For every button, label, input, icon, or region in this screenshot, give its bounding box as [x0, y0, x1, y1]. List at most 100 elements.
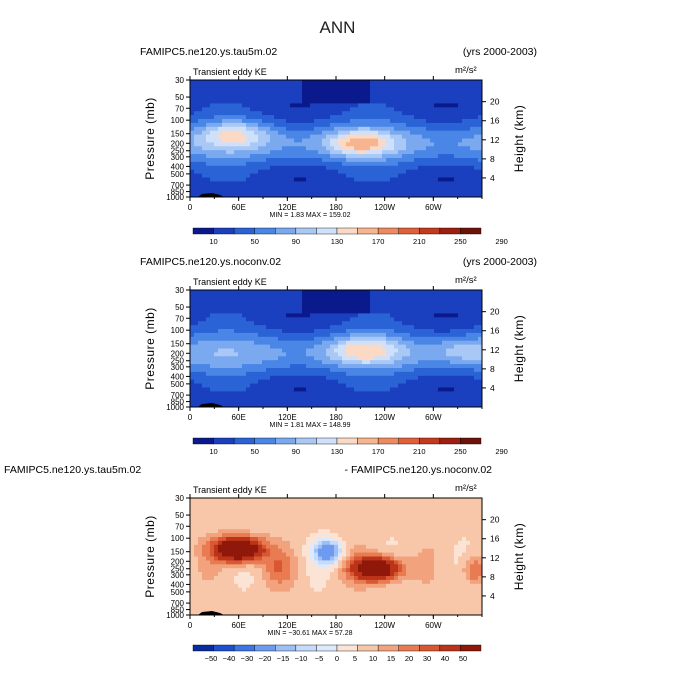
heatmap-cell — [234, 313, 239, 318]
heatmap-cell — [298, 107, 303, 112]
heatmap-cell — [266, 498, 271, 503]
heatmap-cell — [322, 91, 327, 96]
heatmap-cell — [226, 146, 231, 151]
heatmap-cell — [386, 332, 391, 338]
heatmap-cell — [226, 329, 231, 334]
heatmap-cell — [390, 336, 395, 342]
heatmap-cell — [442, 134, 447, 139]
heatmap-cell — [310, 517, 315, 522]
heatmap-cell — [406, 115, 411, 120]
heatmap-cell — [214, 332, 219, 338]
heatmap-cell — [254, 379, 259, 384]
heatmap-cell — [418, 505, 423, 511]
heatmap-cell — [406, 317, 411, 322]
heatmap-cell — [338, 309, 343, 314]
heatmap-cell — [474, 403, 479, 408]
heatmap-cell — [422, 340, 427, 345]
heatmap-cell — [426, 150, 431, 155]
heatmap-cell — [250, 371, 255, 377]
heatmap-cell — [374, 134, 379, 139]
heatmap-cell — [346, 80, 351, 85]
heatmap-cell — [450, 509, 455, 514]
heatmap-cell — [454, 161, 459, 167]
heatmap-cell — [326, 498, 331, 503]
heatmap-cell — [278, 313, 283, 318]
heatmap-cell — [254, 364, 259, 369]
heatmap-cell — [322, 379, 327, 384]
heatmap-cell — [238, 403, 243, 408]
heatmap-cell — [290, 165, 295, 171]
heatmap-cell — [378, 293, 383, 299]
heatmap-cell — [338, 509, 343, 514]
heatmap-cell — [226, 80, 231, 85]
heatmap-cell — [430, 313, 435, 318]
heatmap-cell — [446, 375, 451, 381]
heatmap-cell — [346, 387, 351, 392]
heatmap-cell — [442, 501, 447, 507]
heatmap-cell — [302, 391, 307, 396]
heatmap-cell — [338, 130, 343, 135]
heatmap-cell — [290, 501, 295, 507]
heatmap-cell — [326, 368, 331, 373]
heatmap-cell — [350, 340, 355, 345]
heatmap-cell — [466, 177, 471, 182]
heatmap-cell — [218, 91, 223, 96]
heatmap-cell — [374, 305, 379, 310]
heatmap-cell — [338, 177, 343, 182]
heatmap-cell — [390, 509, 395, 514]
heatmap-cell — [274, 332, 279, 338]
heatmap-cell — [322, 80, 327, 85]
heatmap-cell — [222, 142, 227, 147]
heatmap-cell — [214, 513, 219, 518]
heatmap-cell — [378, 344, 383, 349]
heatmap-cell — [342, 383, 347, 388]
heatmap-cell — [306, 501, 311, 507]
heatmap-cell — [298, 395, 303, 400]
heatmap-cell — [190, 344, 195, 349]
heatmap-cell — [474, 122, 479, 128]
heatmap-cell — [210, 321, 215, 326]
heatmap-cell — [266, 325, 271, 330]
heatmap-cell — [402, 185, 407, 190]
heatmap-cell — [474, 368, 479, 373]
heatmap-cell — [254, 173, 259, 178]
heatmap-cell — [214, 173, 219, 178]
heatmap-cell — [214, 177, 219, 182]
heatmap-cell — [338, 395, 343, 400]
heatmap-cell — [222, 344, 227, 349]
heatmap-cell — [462, 329, 467, 334]
heatmap-cell — [430, 332, 435, 338]
heatmap-cell — [442, 107, 447, 112]
heatmap-cell — [298, 505, 303, 511]
heatmap-cell — [446, 371, 451, 377]
y-right-tick-label: 12 — [490, 135, 500, 145]
heatmap-cell — [306, 122, 311, 128]
colorbar-swatch — [460, 437, 482, 445]
heatmap-cell — [386, 173, 391, 178]
heatmap-cell — [246, 119, 251, 124]
heatmap-cell — [406, 395, 411, 400]
heatmap-cell — [282, 119, 287, 124]
heatmap-cell — [434, 146, 439, 151]
heatmap-cell — [358, 107, 363, 112]
heatmap-cell — [414, 161, 419, 167]
heatmap-cell — [334, 146, 339, 151]
heatmap-cell — [358, 395, 363, 400]
heatmap-cell — [210, 329, 215, 334]
heatmap-cell — [370, 181, 375, 186]
heatmap-cell — [394, 360, 399, 365]
heatmap-cell — [450, 383, 455, 388]
heatmap-cell — [378, 138, 383, 143]
heatmap-cell — [458, 87, 463, 93]
heatmap-cell — [270, 340, 275, 345]
heatmap-cell — [342, 181, 347, 186]
heatmap-cell — [474, 309, 479, 314]
heatmap-cell — [206, 321, 211, 326]
heatmap-cell — [206, 348, 211, 353]
heatmap-cell — [242, 517, 247, 522]
heatmap-cell — [290, 344, 295, 349]
heatmap-cell — [402, 391, 407, 396]
heatmap-cell — [230, 154, 235, 159]
heatmap-cell — [246, 134, 251, 139]
heatmap-cell — [206, 403, 211, 408]
